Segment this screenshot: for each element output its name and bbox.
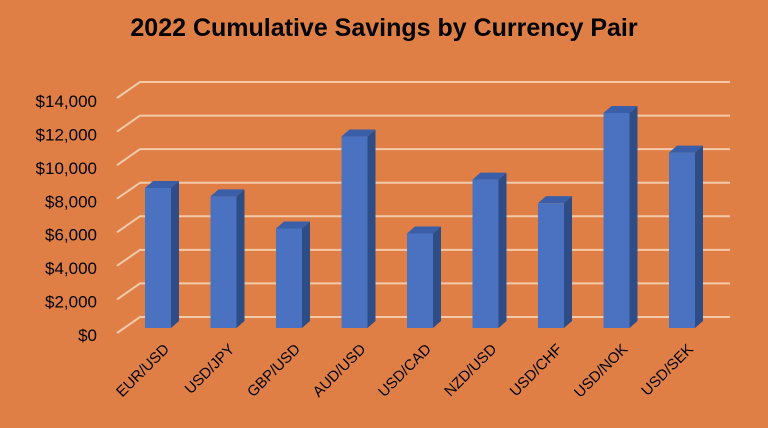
y-tick-label: $0 bbox=[78, 326, 97, 345]
bar-top bbox=[341, 129, 376, 137]
bar-eur-usd bbox=[145, 181, 179, 328]
bar-side bbox=[367, 129, 376, 328]
gridline bbox=[116, 282, 730, 301]
bar-top bbox=[276, 221, 310, 229]
gridline bbox=[116, 248, 730, 267]
gridline bbox=[116, 215, 730, 234]
bar-front bbox=[341, 136, 368, 328]
y-tick-label: $12,000 bbox=[36, 125, 97, 144]
bar-top bbox=[407, 226, 441, 234]
x-tick-label: USD/SEK bbox=[638, 341, 697, 400]
bar-front bbox=[472, 179, 499, 328]
bar-front bbox=[603, 112, 630, 328]
bar-usd-nok bbox=[603, 105, 638, 328]
bar-usd-chf bbox=[538, 196, 572, 328]
y-tick-label: $2,000 bbox=[45, 293, 97, 312]
x-tick-label: USD/CHF bbox=[507, 341, 566, 400]
gridline bbox=[116, 316, 730, 334]
bar-top bbox=[669, 145, 703, 153]
bar-side bbox=[302, 221, 310, 328]
bar-side bbox=[629, 105, 638, 328]
bar-side bbox=[564, 196, 572, 328]
gridline bbox=[116, 181, 730, 200]
bar-front bbox=[210, 196, 237, 328]
bar-front bbox=[145, 188, 171, 328]
bar-front bbox=[407, 233, 433, 328]
bar-side bbox=[236, 189, 245, 328]
y-tick-label: $14,000 bbox=[36, 92, 97, 111]
gridline bbox=[116, 81, 730, 99]
bar-top bbox=[472, 172, 507, 180]
gridlines bbox=[116, 81, 730, 334]
bar-front bbox=[538, 203, 564, 328]
x-tick-label: USD/NOK bbox=[571, 341, 631, 401]
chart-title: 2022 Cumulative Savings by Currency Pair bbox=[130, 14, 638, 42]
y-tick-label: $6,000 bbox=[45, 226, 97, 245]
bar-gbp-usd bbox=[276, 221, 310, 328]
bar-top bbox=[210, 189, 245, 197]
y-tick-label: $4,000 bbox=[45, 259, 97, 278]
bar-side bbox=[171, 181, 179, 328]
x-tick-label: EUR/USD bbox=[113, 341, 173, 401]
x-tick-label: GBP/USD bbox=[244, 341, 304, 401]
x-tick-label: NZD/USD bbox=[441, 341, 500, 400]
bar-usd-cad bbox=[407, 226, 441, 328]
bars bbox=[145, 105, 703, 328]
x-tick-label: AUD/USD bbox=[310, 341, 370, 401]
bar-side bbox=[433, 226, 441, 328]
x-tick-label: USD/JPY bbox=[182, 341, 239, 398]
bar-front bbox=[276, 228, 302, 328]
bar-usd-jpy bbox=[210, 189, 245, 328]
bar-front bbox=[669, 152, 695, 328]
bar-top bbox=[538, 196, 572, 204]
x-tick-label: USD/CAD bbox=[375, 341, 435, 401]
bar-top bbox=[145, 181, 179, 188]
bar-side bbox=[498, 172, 507, 328]
y-axis-tick-labels: $0 $2,000 $4,000 $6,000 $8,000 $10,000 $12,000… bbox=[36, 92, 97, 345]
gridline bbox=[116, 114, 730, 133]
gridline bbox=[116, 148, 730, 166]
x-axis-tick-labels: EUR/USD USD/JPY GBP/USD AUD/USD USD/CAD NZD/U… bbox=[113, 341, 697, 401]
bar-aud-usd bbox=[341, 129, 376, 328]
y-tick-label: $8,000 bbox=[45, 192, 97, 211]
bar-top bbox=[603, 105, 638, 113]
y-tick-label: $10,000 bbox=[36, 159, 97, 178]
bar-nzd-usd bbox=[472, 172, 507, 328]
bar-usd-sek bbox=[669, 145, 703, 328]
bar-side bbox=[695, 145, 703, 328]
